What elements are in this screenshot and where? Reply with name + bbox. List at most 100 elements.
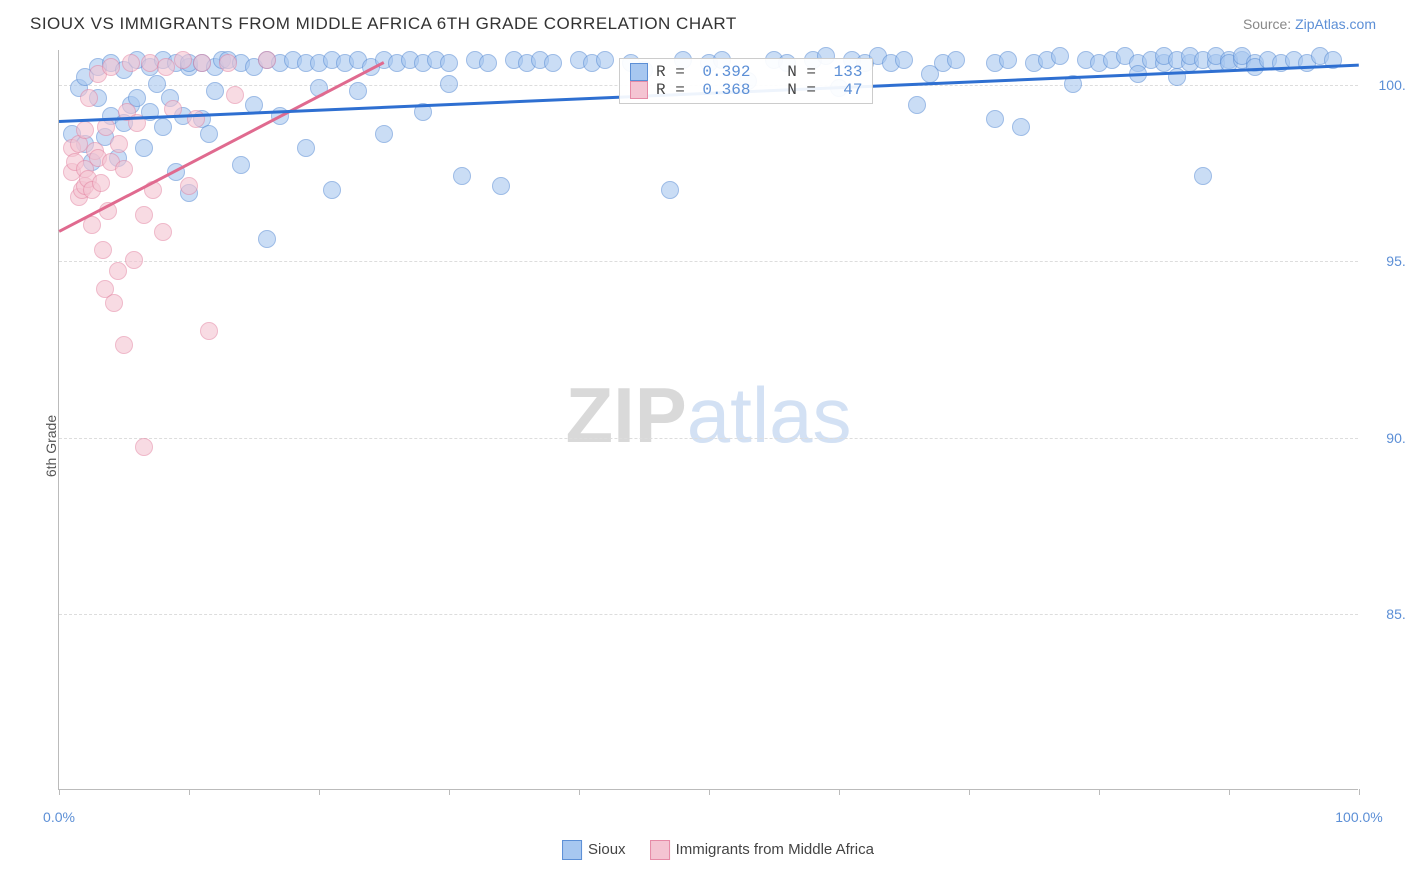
- data-point: [92, 174, 110, 192]
- stats-r-label: R =: [656, 63, 694, 81]
- x-tick-mark: [709, 789, 710, 795]
- x-tick-label: 100.0%: [1335, 809, 1382, 825]
- legend-item-sioux: Sioux: [562, 840, 626, 860]
- chart-header: SIOUX VS IMMIGRANTS FROM MIDDLE AFRICA 6…: [0, 0, 1406, 44]
- data-point: [1051, 47, 1069, 65]
- data-point: [232, 156, 250, 174]
- chart-title: SIOUX VS IMMIGRANTS FROM MIDDLE AFRICA 6…: [30, 14, 737, 34]
- data-point: [947, 51, 965, 69]
- y-tick-label: 95.0%: [1386, 253, 1406, 269]
- data-point: [349, 82, 367, 100]
- data-point: [479, 54, 497, 72]
- data-point: [999, 51, 1017, 69]
- data-point: [226, 86, 244, 104]
- stats-r-label: R =: [656, 81, 694, 99]
- data-point: [323, 181, 341, 199]
- legend-item-immigrants: Immigrants from Middle Africa: [650, 840, 874, 860]
- data-point: [105, 294, 123, 312]
- stats-n-value: 47: [834, 81, 863, 99]
- data-point: [102, 58, 120, 76]
- data-point: [180, 177, 198, 195]
- data-point: [200, 322, 218, 340]
- data-point: [109, 262, 127, 280]
- chart-source: Source: ZipAtlas.com: [1243, 16, 1376, 32]
- x-tick-mark: [969, 789, 970, 795]
- legend-swatch: [650, 840, 670, 860]
- stats-swatch: [630, 81, 648, 99]
- chart-area: ZIPatlas 100.0%95.0%90.0%85.0%0.0%100.0%…: [58, 50, 1378, 820]
- data-point: [1194, 167, 1212, 185]
- data-point: [110, 135, 128, 153]
- data-point: [200, 125, 218, 143]
- data-point: [154, 223, 172, 241]
- data-point: [193, 54, 211, 72]
- data-point: [135, 206, 153, 224]
- gridline-h: [59, 438, 1358, 439]
- data-point: [908, 96, 926, 114]
- stats-n-label: N =: [758, 81, 825, 99]
- y-axis-label: 6th Grade: [43, 415, 59, 477]
- stats-n-label: N =: [758, 63, 825, 81]
- x-tick-mark: [1359, 789, 1360, 795]
- data-point: [895, 51, 913, 69]
- data-point: [258, 230, 276, 248]
- stats-row-immigrants: R = 0.368 N = 47: [630, 81, 862, 99]
- data-point: [440, 75, 458, 93]
- watermark: ZIPatlas: [565, 369, 851, 460]
- data-point: [80, 89, 98, 107]
- data-point: [174, 51, 192, 69]
- legend: Sioux Immigrants from Middle Africa: [562, 840, 874, 860]
- data-point: [76, 121, 94, 139]
- data-point: [122, 54, 140, 72]
- data-point: [125, 251, 143, 269]
- stats-row-sioux: R = 0.392 N = 133: [630, 63, 862, 81]
- data-point: [258, 51, 276, 69]
- legend-label: Immigrants from Middle Africa: [676, 841, 874, 858]
- data-point: [219, 54, 237, 72]
- data-point: [135, 438, 153, 456]
- data-point: [453, 167, 471, 185]
- data-point: [492, 177, 510, 195]
- y-tick-label: 100.0%: [1379, 77, 1406, 93]
- x-tick-mark: [189, 789, 190, 795]
- data-point: [94, 241, 112, 259]
- y-tick-label: 90.0%: [1386, 430, 1406, 446]
- y-tick-label: 85.0%: [1386, 606, 1406, 622]
- x-tick-label: 0.0%: [43, 809, 75, 825]
- x-tick-mark: [449, 789, 450, 795]
- data-point: [986, 110, 1004, 128]
- data-point: [206, 82, 224, 100]
- gridline-h: [59, 261, 1358, 262]
- data-point: [375, 125, 393, 143]
- x-tick-mark: [1229, 789, 1230, 795]
- data-point: [661, 181, 679, 199]
- x-tick-mark: [319, 789, 320, 795]
- data-point: [115, 160, 133, 178]
- stats-r-value: 0.368: [702, 81, 750, 99]
- x-tick-mark: [839, 789, 840, 795]
- data-point: [154, 118, 172, 136]
- gridline-h: [59, 614, 1358, 615]
- source-link[interactable]: ZipAtlas.com: [1295, 16, 1376, 32]
- data-point: [157, 58, 175, 76]
- legend-label: Sioux: [588, 841, 626, 858]
- data-point: [596, 51, 614, 69]
- data-point: [544, 54, 562, 72]
- legend-swatch: [562, 840, 582, 860]
- x-tick-mark: [579, 789, 580, 795]
- stats-r-value: 0.392: [702, 63, 750, 81]
- watermark-atlas: atlas: [687, 370, 852, 458]
- source-prefix: Source:: [1243, 16, 1295, 32]
- data-point: [135, 139, 153, 157]
- data-point: [297, 139, 315, 157]
- data-point: [115, 336, 133, 354]
- x-tick-mark: [1099, 789, 1100, 795]
- watermark-zip: ZIP: [565, 370, 686, 458]
- stats-swatch: [630, 63, 648, 81]
- plot-area: ZIPatlas 100.0%95.0%90.0%85.0%0.0%100.0%…: [58, 50, 1358, 790]
- data-point: [440, 54, 458, 72]
- correlation-stats-box: R = 0.392 N = 133R = 0.368 N = 47: [619, 58, 873, 104]
- x-tick-mark: [59, 789, 60, 795]
- data-point: [1012, 118, 1030, 136]
- stats-n-value: 133: [834, 63, 863, 81]
